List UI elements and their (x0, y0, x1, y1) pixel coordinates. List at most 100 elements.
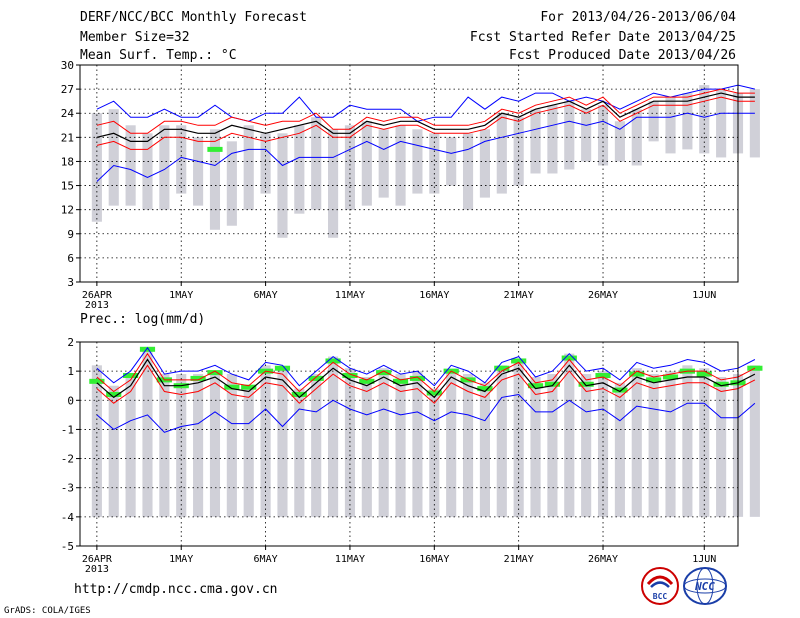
refer-date: Fcst Started Refer Date 2013/04/25 (469, 30, 736, 45)
temp-spread-bar (446, 137, 457, 186)
temp-spread-bar (564, 101, 575, 170)
precip-observed-marker (106, 391, 122, 397)
precip-y-tick-label: 2 (67, 336, 74, 349)
temp-y-tick-label: 24 (61, 107, 75, 120)
temp-spread-bar (530, 109, 541, 174)
precip-spread-bar (648, 374, 659, 517)
precip-observed-marker (561, 355, 577, 361)
precip-spread-bar (749, 365, 760, 517)
temp-x-year-label: 2013 (85, 300, 109, 311)
temp-spread-bar (665, 97, 676, 154)
precip-observed-marker (123, 373, 139, 379)
precip-observed-marker (494, 365, 510, 371)
precip-observed-marker (325, 358, 341, 364)
temp-spread-bar (193, 137, 204, 206)
precip-observed-marker (511, 358, 527, 364)
temp-spread-bar (479, 129, 490, 198)
precip-y-tick-label: -1 (61, 423, 74, 436)
temp-x-tick-label: 6MAY (254, 290, 278, 301)
temp-observed-marker (207, 146, 223, 152)
precip-x-tick-label: 21MAY (504, 554, 534, 565)
precip-panel-title: Prec.: log(mm/d) (80, 312, 205, 327)
temp-x-tick-label: 1JUN (692, 290, 716, 301)
member-size-label: Member Size=32 (80, 30, 190, 45)
temp-y-tick-label: 18 (61, 155, 74, 168)
temp-spread-bar (749, 89, 760, 158)
precip-spread-bar (226, 374, 237, 517)
precip-observed-marker (207, 370, 223, 376)
precip-spread-bar (614, 382, 625, 517)
temp-x-tick-label: 1MAY (169, 290, 193, 301)
precip-spread-bar (462, 374, 474, 517)
temp-mean-line (96, 92, 755, 142)
temp-spread-bar (581, 109, 592, 162)
precip-spread-bar (142, 347, 153, 517)
ncc-logo-text: NCC (694, 580, 715, 593)
precip-spread-bar (496, 365, 507, 517)
temp-spread-bar (125, 125, 136, 206)
precip-spread-bar (716, 376, 727, 517)
precip-y-tick-label: 0 (67, 394, 74, 407)
temp-spread-bar (614, 121, 625, 162)
temp-spread-bar (682, 93, 693, 150)
precip-observed-marker (662, 374, 679, 380)
precip-observed-marker (544, 381, 561, 387)
precip-x-tick-label: 16MAY (419, 554, 449, 565)
temp-spread-bar (597, 105, 609, 166)
precip-spread-bar (597, 371, 609, 517)
precip-spread-bar (395, 374, 406, 517)
precip-observed-marker (376, 370, 392, 376)
temp-y-tick-label: 21 (61, 131, 74, 144)
precip-observed-marker (646, 377, 662, 383)
temp-spread-bar (412, 129, 423, 194)
precip-observed-marker (190, 375, 206, 381)
temp-spread-bar (243, 125, 254, 210)
precip-max-line (96, 346, 756, 387)
precip-observed-marker (527, 383, 544, 389)
temp-y-tick-label: 9 (67, 228, 74, 241)
temp-x-tick-label: 11MAY (335, 290, 365, 301)
precip-observed-marker (629, 371, 645, 377)
temp-plot-frame (79, 64, 739, 283)
precip-observed-marker (89, 378, 105, 384)
precip-spread-bar (429, 388, 440, 517)
footer-url[interactable]: http://cmdp.ncc.cma.gov.cn (74, 582, 278, 597)
temp-spread-bar (429, 133, 440, 194)
temp-spread-bar (311, 117, 322, 210)
temp-y-tick-label: 30 (61, 59, 74, 72)
temp-spread-bar (328, 129, 339, 238)
precip-spread-bar (176, 374, 187, 517)
precip-y-tick-label: -4 (61, 511, 75, 524)
precip-spread-bar (108, 385, 119, 517)
temp-x-tick-label: 21MAY (504, 290, 534, 301)
precip-x-tick-label: 1JUN (692, 554, 716, 565)
temp-lower-line (96, 96, 755, 150)
precip-observed-marker (359, 378, 375, 384)
temp-spread-bar (631, 109, 642, 166)
precip-spread-bar (193, 374, 204, 517)
precip-observed-marker (595, 373, 611, 379)
precip-spread-bar (344, 368, 356, 517)
temp-x-tick-label: 26APR (82, 290, 113, 301)
precip-observed-marker (139, 346, 156, 352)
temp-spread-bar (294, 125, 305, 214)
precip-spread-bar (699, 368, 710, 517)
precip-spread-bar (665, 371, 676, 517)
precip-spread-bar (125, 374, 136, 517)
produced-date: Fcst Produced Date 2013/04/26 (509, 48, 736, 63)
temp-upper-line (96, 88, 755, 134)
temp-spread-bar (91, 113, 102, 222)
precip-y-tick-label: -3 (61, 482, 74, 495)
bcc-logo-text: BCC (653, 592, 668, 601)
precip-spread-bar (631, 368, 642, 517)
precip-observed-marker (612, 387, 628, 393)
temp-spread-bar (378, 129, 389, 198)
precip-x-year-label: 2013 (85, 564, 109, 575)
precip-spread-bar (412, 371, 423, 517)
precip-spread-bar (581, 374, 592, 517)
precip-spread-bar (530, 376, 541, 517)
precip-spread-bar (277, 368, 288, 517)
precip-observed-marker (696, 371, 712, 377)
temp-y-tick-label: 6 (67, 252, 74, 265)
